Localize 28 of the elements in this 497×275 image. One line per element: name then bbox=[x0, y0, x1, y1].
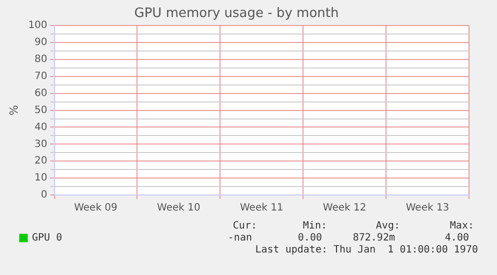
text: 0.00 bbox=[298, 232, 322, 244]
x-tick-label: Week 10 bbox=[157, 202, 200, 214]
text: -nan bbox=[228, 232, 252, 244]
text: 872.92m bbox=[352, 232, 395, 244]
y-axis-title: % bbox=[7, 105, 20, 116]
y-tick-label: 30 bbox=[34, 138, 48, 150]
x-tick-label: Week 11 bbox=[240, 202, 284, 214]
text: Min: bbox=[302, 220, 327, 232]
y-tick-label: 10 bbox=[34, 172, 48, 184]
y-tick-label: 90 bbox=[34, 37, 48, 48]
y-tick-label: 80 bbox=[34, 54, 48, 66]
text: Avg: bbox=[376, 220, 400, 232]
legend-label: GPU 0 bbox=[32, 232, 62, 244]
y-tick-label: 100 bbox=[28, 20, 48, 32]
chart-title: GPU memory usage - by month bbox=[134, 6, 339, 22]
y-tick-label: 0 bbox=[40, 190, 48, 201]
y-tick-label: 70 bbox=[34, 71, 48, 82]
text: Max: bbox=[450, 220, 474, 232]
text: 4.00 bbox=[444, 232, 469, 244]
y-tick-label: 50 bbox=[34, 104, 48, 116]
x-tick-label: Week 13 bbox=[406, 202, 450, 214]
x-tick-label: Week 09 bbox=[74, 202, 118, 214]
y-tick-label: 20 bbox=[34, 156, 48, 167]
text: Cur: bbox=[232, 220, 257, 232]
y-tick-label: 40 bbox=[34, 122, 48, 133]
x-tick-label: Week 12 bbox=[322, 202, 366, 214]
y-tick-label: 60 bbox=[34, 88, 48, 99]
text: Last update: Thu Jan 1 01:00:00 1970 bbox=[255, 244, 478, 256]
